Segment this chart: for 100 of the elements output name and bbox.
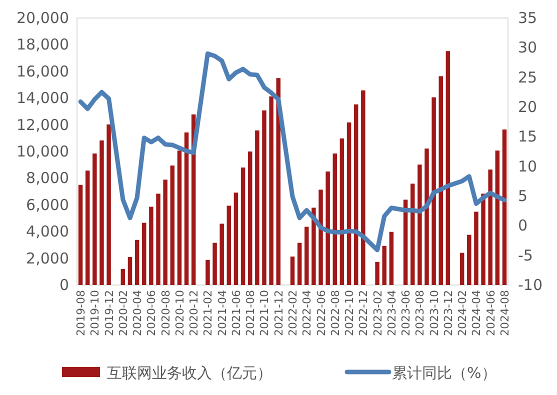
y-tick-label: 8,000 [26, 169, 69, 188]
bar [290, 256, 295, 285]
x-tick-label: 2020-04 [131, 290, 144, 336]
bar [276, 78, 280, 285]
bar [346, 122, 352, 285]
bar [481, 194, 486, 285]
bar [269, 96, 274, 285]
x-tick-label: 2019-10 [88, 290, 102, 336]
y2-tick-label: 5 [518, 187, 528, 205]
bar [410, 184, 415, 285]
bar [375, 262, 380, 285]
bar [149, 206, 154, 285]
bar [460, 252, 464, 285]
y-tick-label: 14,000 [16, 89, 69, 108]
x-tick-label: 2024-06 [484, 290, 498, 336]
bar [184, 132, 189, 285]
legend-label: 互联网业务收入（亿元） [107, 364, 272, 382]
x-tick-label: 2022-04 [300, 290, 314, 336]
x-tick-label: 2021-06 [230, 290, 243, 336]
bar [142, 222, 146, 285]
bar [128, 256, 132, 285]
bar [134, 240, 140, 285]
x-tick-label: 2022-02 [286, 290, 300, 336]
bar [418, 164, 422, 285]
bar [156, 194, 160, 285]
x-tick-label: 2024-04 [470, 290, 484, 336]
bar [240, 168, 246, 285]
bar [424, 148, 429, 285]
bar [326, 172, 330, 285]
y-tick-label: 18,000 [16, 36, 69, 54]
y-tick-label: 16,000 [16, 62, 69, 80]
bar [389, 232, 394, 285]
x-tick-label: 2023-10 [428, 290, 441, 336]
legend-label: 累计同比（%） [392, 364, 496, 382]
y-tick-label: 12,000 [16, 116, 69, 134]
bar [262, 110, 266, 285]
x-tick-label: 2024-08 [498, 290, 512, 336]
bar [220, 224, 224, 285]
x-tick-label: 2022-10 [343, 290, 356, 336]
bar [206, 260, 210, 285]
bar [318, 190, 323, 285]
x-tick-label: 2021-08 [244, 290, 258, 336]
bar [163, 180, 168, 285]
x-tick-label: 2022-08 [328, 290, 342, 336]
x-tick-label: 2019-08 [74, 290, 88, 336]
bar [332, 154, 338, 285]
bar [340, 138, 344, 285]
bar [255, 130, 260, 285]
bar [354, 104, 358, 285]
y-tick-label: 4,000 [26, 222, 69, 241]
y2-tick-label: 30 [518, 38, 538, 57]
x-tick-label: 2020-02 [116, 290, 130, 336]
x-tick-label: 2021-04 [216, 290, 229, 336]
y2-tick-label: -10 [518, 276, 542, 294]
bar [92, 154, 97, 285]
y2-tick-label: 20 [518, 98, 538, 116]
y2-tick-label: 10 [518, 157, 538, 176]
y2-tick-label: 0 [518, 216, 528, 235]
bar [502, 129, 507, 285]
bar [312, 208, 316, 285]
bar [488, 170, 492, 285]
y-tick-label: 0 [59, 276, 69, 294]
x-tick-label: 2021-10 [258, 290, 272, 336]
x-tick-label: 2023-08 [414, 290, 427, 336]
bar [170, 166, 175, 285]
x-tick-label: 2020-10 [173, 290, 186, 336]
bar [446, 51, 450, 285]
y2-tick-label: -5 [518, 246, 533, 264]
x-tick-label: 2020-08 [159, 290, 172, 336]
y-tick-label: 6,000 [26, 196, 69, 214]
x-tick-label: 2021-12 [272, 290, 286, 336]
y-tick-label: 20,000 [16, 9, 69, 27]
bar [100, 140, 104, 285]
bar [304, 226, 309, 285]
x-tick-label: 2023-02 [371, 290, 384, 336]
bar [382, 246, 386, 285]
bar [361, 90, 366, 285]
bar [212, 242, 217, 285]
bar [234, 192, 238, 285]
x-tick-label: 2019-12 [102, 290, 116, 336]
bar [106, 124, 111, 285]
y2-tick-label: 35 [518, 9, 538, 27]
x-tick-label: 2022-06 [314, 290, 328, 336]
bar [120, 268, 126, 285]
x-tick-label: 2022-12 [357, 290, 370, 336]
x-tick-label: 2021-02 [202, 290, 215, 336]
x-tick-label: 2020-06 [145, 290, 158, 336]
x-tick-label: 2024-02 [456, 290, 470, 336]
bar [467, 234, 472, 285]
bar [432, 97, 436, 285]
bar [248, 152, 252, 285]
bar [438, 76, 443, 285]
bar [495, 150, 500, 285]
bar [474, 212, 478, 285]
bar [85, 170, 90, 285]
y-tick-label: 2,000 [26, 249, 69, 268]
bar [226, 206, 232, 285]
bar [297, 242, 302, 285]
x-tick-label: 2023-04 [385, 290, 398, 336]
y2-tick-label: 25 [518, 68, 538, 86]
